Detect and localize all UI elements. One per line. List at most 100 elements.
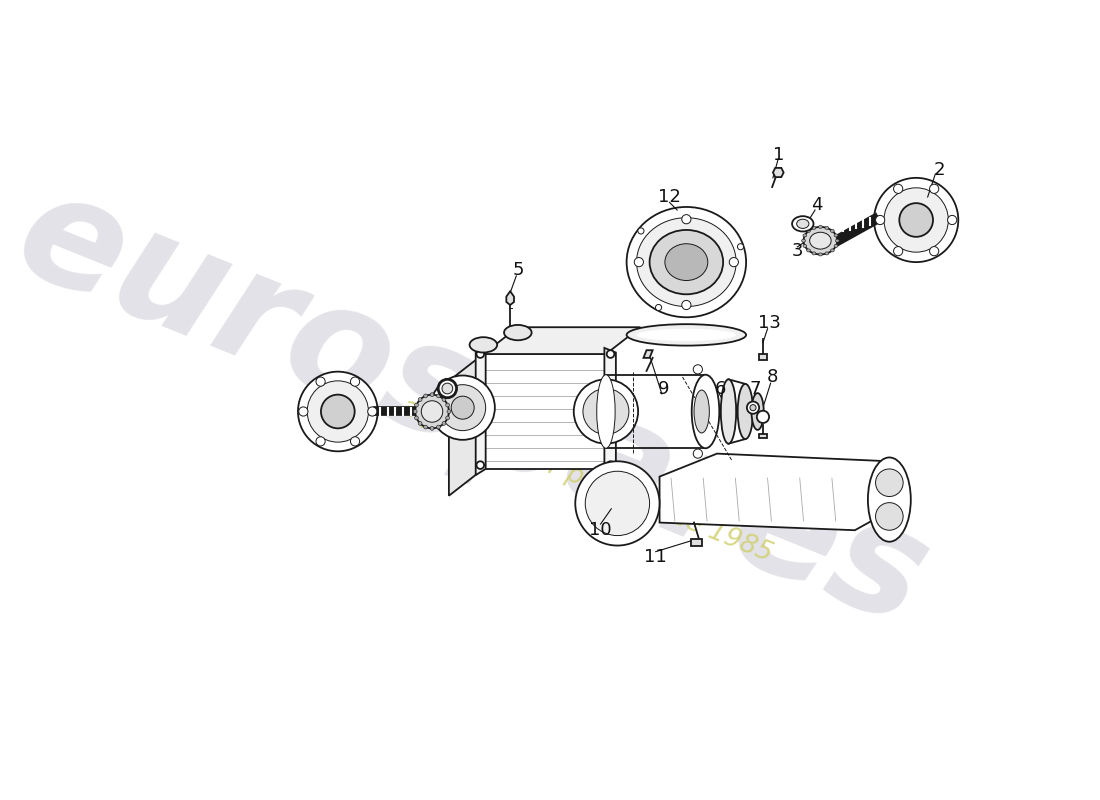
Ellipse shape [876, 215, 884, 225]
Ellipse shape [476, 462, 484, 469]
Ellipse shape [947, 215, 957, 225]
Ellipse shape [446, 416, 450, 420]
Ellipse shape [876, 502, 903, 530]
Ellipse shape [893, 184, 903, 194]
Ellipse shape [367, 407, 377, 416]
Ellipse shape [415, 394, 449, 428]
Ellipse shape [307, 381, 368, 442]
Polygon shape [449, 354, 483, 496]
Ellipse shape [316, 437, 326, 446]
Ellipse shape [316, 377, 326, 386]
Ellipse shape [299, 407, 308, 416]
Ellipse shape [876, 469, 903, 497]
Ellipse shape [638, 228, 644, 234]
Ellipse shape [750, 405, 756, 410]
Ellipse shape [442, 398, 446, 402]
Ellipse shape [438, 379, 456, 398]
Ellipse shape [418, 422, 422, 426]
Ellipse shape [470, 337, 497, 353]
Ellipse shape [693, 365, 703, 374]
Ellipse shape [806, 230, 811, 233]
Ellipse shape [442, 383, 453, 394]
Ellipse shape [664, 244, 707, 281]
Ellipse shape [835, 239, 839, 242]
Ellipse shape [447, 410, 451, 414]
Ellipse shape [446, 403, 450, 407]
Ellipse shape [437, 394, 440, 398]
Text: 13: 13 [758, 314, 781, 332]
Ellipse shape [900, 203, 933, 237]
Polygon shape [483, 354, 606, 469]
Ellipse shape [802, 239, 805, 242]
Ellipse shape [803, 234, 806, 237]
Ellipse shape [635, 258, 643, 266]
Ellipse shape [650, 230, 723, 294]
Text: 2: 2 [934, 161, 945, 179]
Ellipse shape [321, 394, 354, 428]
Ellipse shape [692, 374, 719, 448]
Ellipse shape [818, 253, 823, 256]
Ellipse shape [574, 379, 638, 444]
Ellipse shape [627, 207, 746, 318]
Text: 12: 12 [658, 188, 681, 206]
Text: eurospares: eurospares [0, 158, 947, 658]
Ellipse shape [737, 244, 744, 250]
Polygon shape [759, 434, 767, 438]
Polygon shape [773, 168, 783, 177]
Ellipse shape [812, 226, 816, 230]
Ellipse shape [442, 422, 446, 426]
Polygon shape [506, 291, 514, 305]
Ellipse shape [693, 449, 703, 458]
Ellipse shape [627, 324, 746, 346]
Ellipse shape [424, 425, 428, 429]
Ellipse shape [656, 305, 661, 310]
Ellipse shape [596, 374, 615, 448]
Ellipse shape [796, 219, 808, 229]
Ellipse shape [583, 389, 629, 434]
Ellipse shape [893, 246, 903, 256]
Ellipse shape [810, 232, 832, 249]
Ellipse shape [476, 350, 484, 358]
Ellipse shape [418, 398, 422, 402]
Ellipse shape [682, 301, 691, 310]
Ellipse shape [351, 377, 360, 386]
Text: a passion for parts since 1985: a passion for parts since 1985 [397, 394, 777, 567]
Ellipse shape [757, 410, 769, 423]
Ellipse shape [818, 226, 823, 229]
Ellipse shape [738, 384, 754, 439]
Text: 1: 1 [772, 146, 784, 164]
Ellipse shape [440, 385, 486, 430]
Ellipse shape [414, 410, 417, 414]
Text: 11: 11 [645, 548, 667, 566]
Text: 10: 10 [590, 522, 612, 539]
Ellipse shape [430, 393, 434, 397]
Ellipse shape [812, 252, 816, 255]
Ellipse shape [585, 471, 650, 535]
Ellipse shape [351, 437, 360, 446]
Ellipse shape [834, 245, 838, 247]
Ellipse shape [874, 178, 958, 262]
Polygon shape [759, 354, 767, 360]
Ellipse shape [424, 394, 428, 398]
Ellipse shape [803, 245, 806, 247]
Polygon shape [691, 539, 702, 546]
Polygon shape [483, 327, 640, 354]
Ellipse shape [930, 184, 938, 194]
Ellipse shape [575, 462, 660, 546]
Ellipse shape [825, 226, 828, 230]
Text: 6: 6 [715, 379, 726, 398]
Ellipse shape [682, 214, 691, 224]
Ellipse shape [830, 249, 834, 252]
Ellipse shape [806, 249, 811, 252]
Ellipse shape [607, 462, 614, 469]
Ellipse shape [637, 218, 736, 306]
Ellipse shape [430, 426, 434, 430]
Text: 4: 4 [811, 196, 823, 214]
Ellipse shape [792, 216, 814, 231]
Ellipse shape [415, 416, 418, 420]
Text: 5: 5 [513, 261, 524, 278]
Ellipse shape [834, 234, 838, 237]
Ellipse shape [504, 325, 531, 340]
Ellipse shape [825, 252, 828, 255]
Ellipse shape [751, 393, 763, 430]
